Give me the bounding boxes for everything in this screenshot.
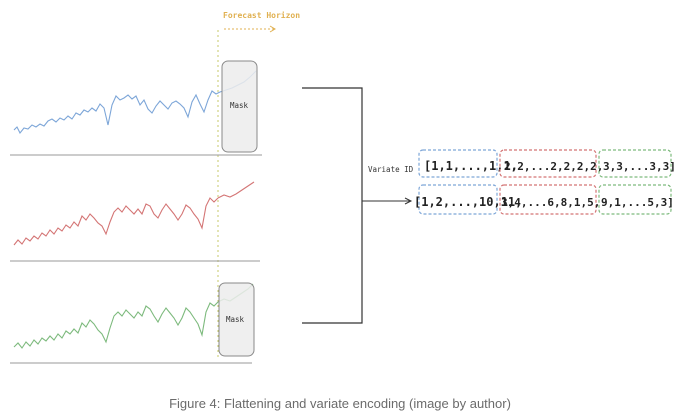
- variate-id-text-3: 3,3,...3,3]: [603, 160, 676, 173]
- variate-id-box-2: [499, 149, 597, 178]
- flattened-text-2: 3,4,...6,8,1,5,: [501, 196, 600, 209]
- variate-id-box-3: [598, 149, 672, 178]
- merge-arrow-head: [404, 197, 413, 205]
- figure-caption: Figure 4: Flattening and variate encodin…: [169, 396, 511, 411]
- series-line-3: [13, 301, 219, 349]
- variate-id-box-1: [418, 149, 498, 178]
- forecast-horizon-label: Forecast Horizon: [223, 10, 300, 20]
- mask-box-1: [221, 60, 258, 153]
- series-1: Mask: [10, 60, 262, 156]
- series-2: [10, 181, 260, 262]
- flattened-text-3: 9,1,...5,3]: [601, 196, 674, 209]
- series-3: Mask: [10, 282, 255, 364]
- mask-label-3: Mask: [226, 315, 245, 324]
- mask-box-3: [218, 282, 255, 357]
- flattened-box-1: [418, 184, 498, 215]
- series-forecast-2: [217, 181, 255, 199]
- flattened-box-2: [499, 184, 597, 215]
- flattened-box-3: [598, 184, 672, 215]
- mask-label-1: Mask: [230, 101, 249, 110]
- forecast-horizon-arrow-head: [269, 25, 276, 33]
- merge-bracket: [302, 87, 363, 324]
- variate-id-text-2: 2,2,...2,2,2,2,: [504, 160, 603, 173]
- series-line-2: [13, 197, 219, 246]
- flattened-text-1: [1,2,...,10,11,: [414, 195, 522, 209]
- variate-id-text-1: [1,1,...,1,1,: [424, 159, 518, 173]
- series-line-1: [13, 90, 221, 135]
- variate-id-label: Variate ID: [368, 165, 414, 174]
